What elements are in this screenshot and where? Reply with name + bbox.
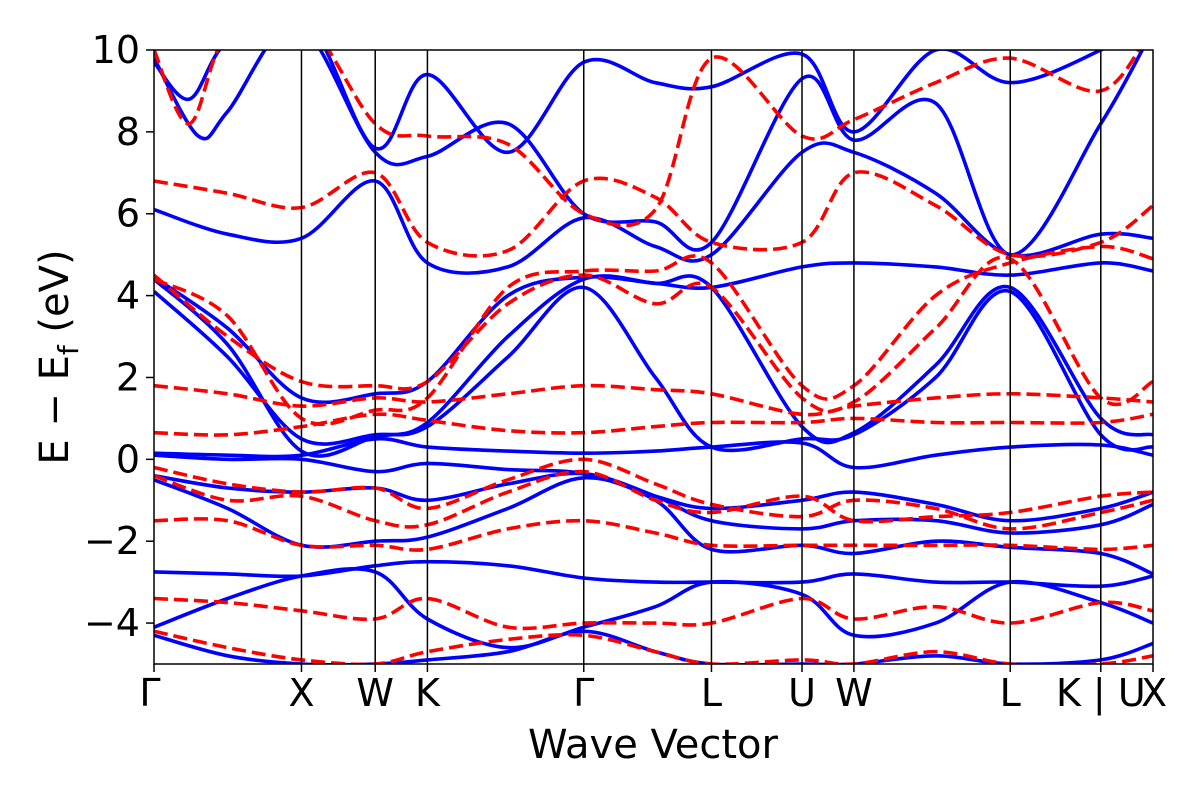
kpoint-label: L [1000,671,1021,715]
y-tick-label: −2 [84,519,140,563]
solid-band-line [154,436,1153,470]
y-tick-label: −4 [84,601,140,645]
solid-band-line [154,261,1153,405]
kpoint-label: X [1141,671,1167,715]
solid-band-line [154,274,1153,458]
kpoint-label: X [288,671,314,715]
kpoint-label: U [788,671,816,715]
high-symmetry-lines [300,50,1102,664]
solid-band-line [154,50,1145,257]
y-axis-title: E − Ef (eV) [32,249,85,464]
y-tick-label: 2 [116,355,140,399]
dashed-band-line [154,457,1153,531]
solid-band-line [154,141,1153,275]
kpoint-label: L [701,671,722,715]
dashed-band-line [154,596,1153,631]
solid-band-line [154,559,1153,589]
y-tick-label: 6 [116,192,140,236]
x-axis-title: Wave Vector [528,722,779,768]
dashed-band-series [154,50,1153,664]
y-tick-label: 0 [116,437,140,481]
plot-frame [153,49,1154,665]
solid-band-line [154,471,1153,535]
solid-band-line [154,285,1153,453]
dashed-band-line [154,469,1153,529]
dashed-band-line [154,244,1153,426]
y-tick-label: 4 [116,274,140,318]
band-lines [154,50,1153,664]
dashed-band-line [154,383,1153,417]
dashed-band-line [154,170,1153,259]
solid-band-line [154,50,1105,155]
dashed-band-line [154,255,1153,414]
dashed-band-line [154,517,1153,552]
kpoint-label: Γ [139,671,160,715]
kpoint-label: W [356,671,394,715]
dashed-band-line [154,629,1153,664]
kpoint-label: K | U [1056,671,1146,716]
kpoint-label: W [835,671,873,715]
solid-band-series [154,50,1153,664]
dashed-band-line [154,412,1153,437]
solid-band-line [154,453,1153,523]
y-axis-ticks: −4 −2 0 2 4 6 8 10 [84,28,154,645]
kpoint-label: K [415,671,441,715]
y-tick-label: 8 [116,110,140,154]
y-tick-label: 10 [92,28,140,72]
dashed-band-line [154,50,1141,228]
kpoint-label: Γ [573,671,594,715]
